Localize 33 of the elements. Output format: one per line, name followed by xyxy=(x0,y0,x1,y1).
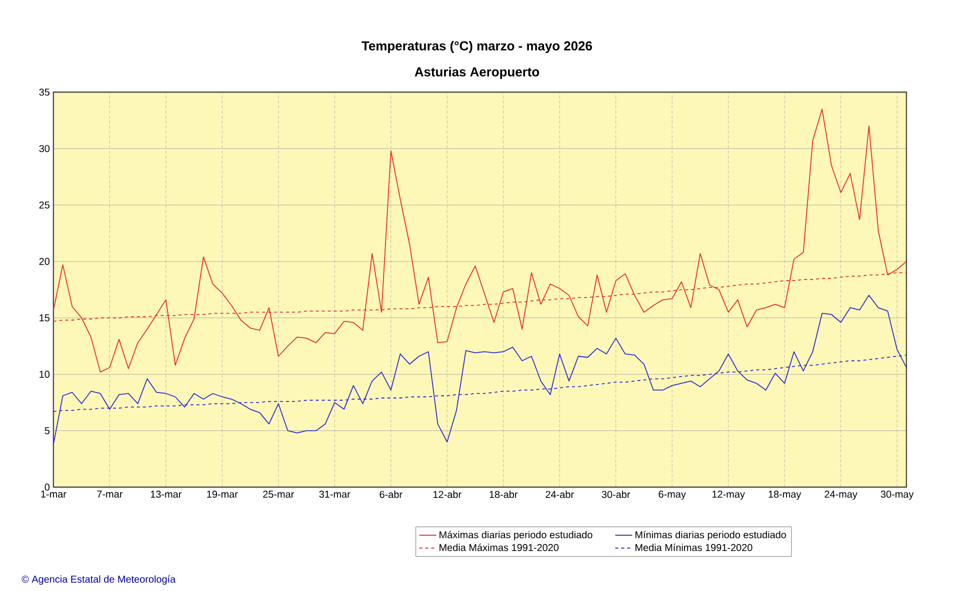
text: © Agencia Estatal de Meteorología xyxy=(22,575,176,585)
y-tick-label: 20 xyxy=(39,258,50,265)
y-tick-label: 0 xyxy=(44,484,50,491)
x-tick-label: 6-may xyxy=(658,490,686,500)
x-tick-label: 12-abr xyxy=(433,490,462,498)
chart-subtitle: Asturias Aeropuerto xyxy=(414,66,540,80)
y-tick-label: 5 xyxy=(44,427,50,434)
y-tick-label: 35 xyxy=(39,88,50,96)
x-tick-label: 25-mar xyxy=(263,490,294,498)
y-tick-label: 30 xyxy=(39,145,50,152)
x-tick-label: 24-may xyxy=(824,490,858,500)
legend-label: Máximas diarias periodo estudiado xyxy=(440,530,592,540)
x-tick-label: 1-mar xyxy=(41,490,66,498)
x-tick-label: 6-abr xyxy=(380,490,402,498)
x-tick-label: 12-may xyxy=(712,490,745,500)
x-tick-label: 30-may xyxy=(880,490,914,500)
line-series xyxy=(52,294,907,445)
chart-title: Temperaturas (°C) marzo - mayo 2026 xyxy=(362,40,592,54)
legend-label: Mínimas diarias periodo estudiado xyxy=(636,530,786,540)
x-tick-label: 24-abr xyxy=(546,490,574,498)
y-tick-label: 15 xyxy=(40,314,50,322)
legend-label: Media Máximas 1991-2020 xyxy=(440,544,559,552)
x-tick-label: 13-mar xyxy=(150,490,182,498)
y-tick-label: 25 xyxy=(39,201,50,209)
line-series xyxy=(52,108,907,372)
x-tick-label: 18-may xyxy=(768,490,802,500)
x-tick-label: 31-mar xyxy=(319,490,350,498)
x-tick-label: 7-mar xyxy=(97,490,123,498)
legend-label: Media Mínimas 1991-2020 xyxy=(636,544,752,552)
y-tick-label: 10 xyxy=(40,370,50,378)
x-tick-label: 19-mar xyxy=(207,490,238,498)
x-tick-label: 30-abr xyxy=(602,490,630,498)
x-tick-label: 18-abr xyxy=(490,490,518,498)
